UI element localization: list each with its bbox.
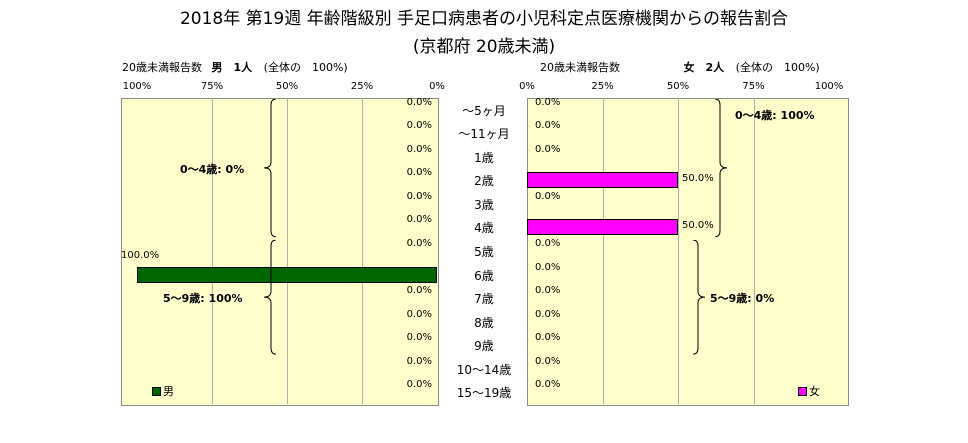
chart-subtitle: (京都府 20歳未満) [412, 37, 556, 57]
male-data-label: 0.0% [406, 285, 432, 297]
male-x-tick: 75% [200, 81, 224, 92]
female-count: 女 2人 [683, 61, 725, 74]
female-data-label: 0.0% [535, 238, 561, 249]
male-data-label: 0.0% [406, 238, 432, 249]
category-label: 1歳 [474, 150, 494, 165]
male-x-tick: 0% [429, 81, 445, 92]
female-data-label: 0.0% [535, 96, 561, 108]
category-label: 6歳 [474, 268, 494, 283]
female-gridline [753, 98, 755, 404]
female-data-label: 0.0% [535, 261, 561, 273]
male-data-label: 0.0% [406, 143, 432, 155]
female-data-label: 0.0% [535, 332, 561, 344]
female-data-label: 0.0% [535, 143, 561, 155]
female-plot-area [527, 98, 849, 406]
female-legend-swatch [798, 386, 807, 396]
category-label: 3歳 [474, 197, 494, 212]
male-plot-area [121, 98, 439, 406]
male-total: (全体の 100%) [263, 61, 348, 74]
female-legend: 女 [798, 383, 820, 399]
category-label: 5歳 [474, 245, 494, 259]
male-group-label: 0～4歳: 0% [180, 163, 245, 177]
category-label: 2歳 [474, 174, 494, 189]
chart-title: 2018年 第19週 年齢階級別 手足口病患者の小児科定点医療機関からの報告割合 [179, 9, 789, 29]
category-label: 15～19歳 [456, 386, 512, 401]
category-label: 4歳 [474, 221, 494, 236]
male-gridline [212, 98, 213, 404]
category-label: ～5ヶ月 [462, 103, 506, 118]
male-data-label: 0.0% [406, 167, 432, 179]
category-label: 8歳 [474, 315, 494, 330]
male-x-tick: 50% [275, 81, 299, 92]
category-label: 10～14歳 [456, 362, 512, 377]
female-data-label: 0.0% [535, 120, 561, 132]
female-header: 20歳未満報告数 女 2人 (全体の 100%) [540, 59, 820, 75]
female-gridline [602, 98, 604, 404]
male-legend: 男 [152, 383, 174, 399]
female-group-label: 5～9歳: 0% [710, 292, 775, 306]
female-data-label: 50.0% [682, 220, 714, 232]
male-x-tick: 25% [350, 81, 374, 92]
female-total: (全体の 100%) [735, 61, 820, 74]
female-x-tick: 50% [666, 81, 690, 92]
male-header: 20歳未満報告数 男 1人 (全体の 100%) [122, 59, 348, 75]
male-legend-swatch [152, 386, 161, 396]
male-x-tick: 100% [122, 81, 152, 92]
female-x-tick: 0% [519, 81, 535, 92]
male-gridline [362, 98, 363, 404]
male-bar [137, 266, 437, 283]
female-data-label: 0.0% [535, 308, 561, 320]
female-bar [527, 219, 678, 236]
male-data-label: 0.0% [406, 214, 432, 226]
male-data-label: 100.0% [121, 249, 160, 261]
female-data-label: 0.0% [535, 379, 561, 391]
female-x-tick: 100% [814, 81, 844, 92]
male-data-label: 0.0% [406, 308, 432, 320]
male-data-label: 0.0% [406, 355, 432, 367]
female-legend-label: 女 [809, 385, 820, 398]
male-group-brace-5-9 [264, 240, 276, 355]
female-group-brace-0-4 [715, 99, 727, 237]
male-data-label: 0.0% [406, 190, 432, 202]
male-data-label: 0.0% [406, 120, 432, 132]
category-label: 9歳 [474, 339, 494, 354]
male-count: 男 1人 [211, 61, 253, 74]
female-data-label: 0.0% [535, 285, 561, 297]
male-legend-label: 男 [163, 385, 174, 398]
female-data-label: 0.0% [535, 355, 561, 367]
female-gridline [678, 98, 679, 404]
male-gridline [287, 98, 288, 404]
female-x-tick: 25% [591, 81, 614, 92]
female-bar [527, 172, 678, 189]
male-data-label: 0.0% [406, 332, 432, 344]
female-x-tick: 75% [742, 81, 765, 92]
category-label: 7歳 [474, 292, 494, 307]
category-label: ～11ヶ月 [458, 127, 510, 142]
female-data-label: 0.0% [535, 190, 561, 202]
male-group-label: 5～9歳: 100% [163, 292, 243, 306]
female-header-label: 20歳未満報告数 [540, 61, 620, 74]
male-group-brace-0-4 [264, 99, 276, 237]
female-group-brace-5-9 [693, 240, 705, 355]
female-data-label: 50.0% [682, 173, 714, 185]
male-header-label: 20歳未満報告数 [122, 61, 202, 74]
male-data-label: 0.0% [406, 379, 432, 391]
female-group-label: 0～4歳: 100% [735, 109, 815, 123]
male-data-label: 0.0% [406, 96, 432, 108]
